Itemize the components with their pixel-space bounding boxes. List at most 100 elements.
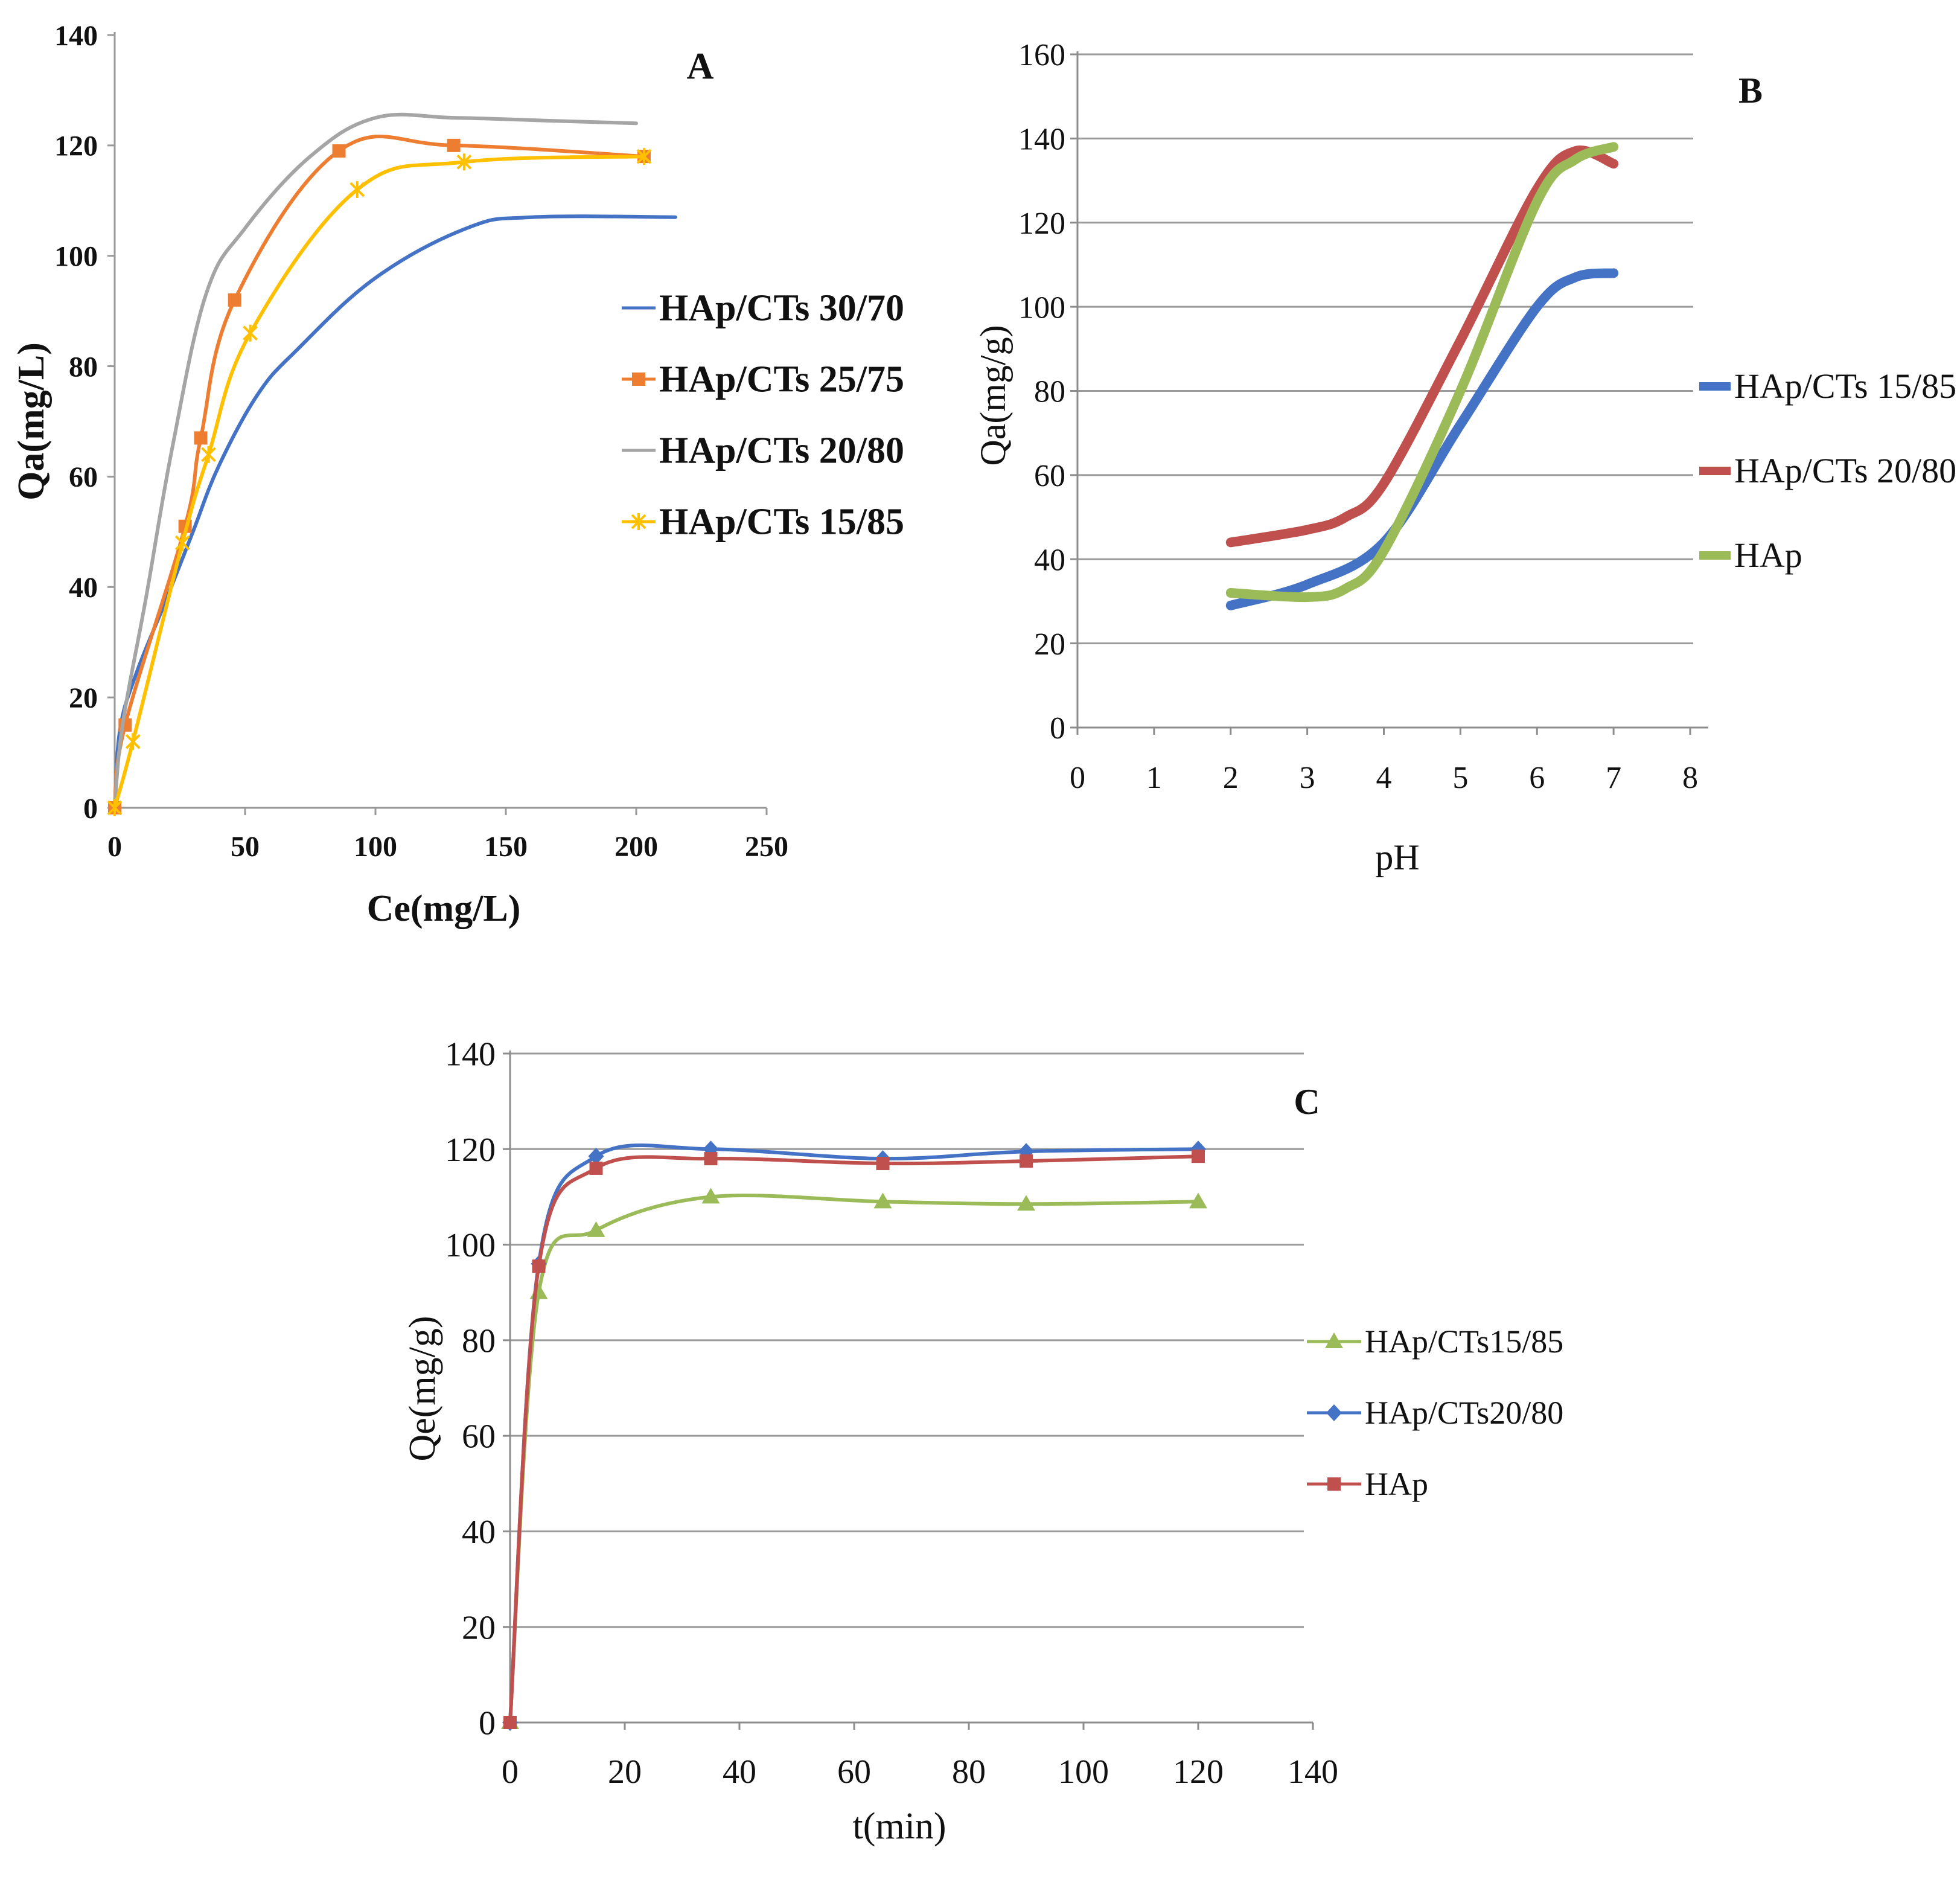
y-tick-label: 40 [462, 1514, 496, 1551]
x-tick-label: 3 [1300, 761, 1315, 795]
panel-label-c: C [1294, 1082, 1320, 1122]
data-point [1017, 1195, 1035, 1211]
y-tick-label: 100 [445, 1227, 496, 1264]
data-point [636, 148, 652, 165]
x-tick-label: 2 [1223, 761, 1239, 795]
data-point [174, 534, 190, 552]
x-tick-label: 150 [484, 831, 528, 863]
y-tick-label: 60 [69, 461, 98, 493]
y-tick-label: 160 [1018, 38, 1065, 72]
x-tick-label: 6 [1529, 761, 1545, 795]
legend-label: HAp/CTs 20/80 [659, 430, 904, 471]
data-point [201, 446, 216, 463]
x-tick-label: 40 [723, 1753, 756, 1791]
series-line [1225, 146, 1619, 548]
x-tick-label: 5 [1452, 761, 1468, 795]
y-tick-label: 80 [462, 1322, 496, 1360]
data-point [125, 733, 141, 750]
data-point [107, 799, 123, 816]
x-axis-label: Ce(mg/L) [367, 888, 521, 929]
data-point [1192, 1150, 1205, 1163]
legend-label: HAp [1734, 536, 1802, 575]
legend-marker [631, 513, 646, 530]
y-tick-label: 140 [445, 1036, 496, 1073]
x-tick-label: 0 [1070, 761, 1085, 795]
data-point [701, 1188, 720, 1204]
legend-label: HAp/CTs 20/80 [1734, 451, 1956, 490]
y-tick-label: 0 [1050, 711, 1065, 746]
x-tick-label: 1 [1146, 761, 1162, 795]
x-tick-label: 250 [745, 831, 788, 863]
x-tick-label: 0 [502, 1753, 519, 1791]
series-c-3 [503, 1150, 1205, 1729]
data-point [1189, 1192, 1207, 1209]
legend-label: HAp/CTs 15/85 [659, 501, 904, 542]
series-a-4 [107, 148, 652, 816]
data-point [1020, 1154, 1033, 1168]
legend-label: HAp/CTs 25/75 [659, 359, 904, 400]
y-tick-label: 20 [69, 682, 98, 714]
data-point [704, 1152, 718, 1166]
series-line [113, 135, 646, 810]
series-b-2 [1225, 146, 1619, 548]
x-axis-label: t(min) [853, 1806, 946, 1847]
data-point [350, 181, 365, 198]
series-line [113, 112, 638, 810]
legend-label: HAp/CTs 30/70 [659, 287, 904, 328]
series-b-1 [1225, 268, 1619, 610]
series-c-1 [501, 1188, 1207, 1729]
y-axis-label: Qa(mg/L) [11, 342, 52, 501]
series-line [1225, 268, 1619, 610]
series-b-3 [1225, 142, 1619, 603]
chart-b: 0 20 40 60 80 100 120 140 160 0 1 2 3 4 5 6 7 8 pH Qa(mg/g)… [973, 38, 1956, 877]
x-tick-label: 80 [952, 1753, 986, 1791]
y-tick-label: 80 [1034, 375, 1065, 409]
y-tick-label: 60 [1034, 459, 1065, 493]
y-tick-label: 120 [445, 1131, 496, 1169]
series-line [508, 1143, 1200, 1724]
data-point [447, 138, 461, 152]
y-tick-label: 20 [1034, 627, 1065, 662]
y-tick-label: 40 [1034, 543, 1065, 577]
data-point [529, 1283, 548, 1299]
data-point [588, 1148, 604, 1165]
y-tick-label: 140 [1018, 123, 1065, 157]
legend-marker [1327, 1477, 1341, 1491]
legend-marker [1325, 1332, 1343, 1348]
y-tick-label: 20 [462, 1609, 496, 1646]
x-tick-label: 100 [1058, 1753, 1109, 1791]
y-tick-label: 120 [1018, 206, 1065, 241]
y-tick-label: 0 [479, 1705, 496, 1742]
x-tick-label: 60 [837, 1753, 871, 1791]
chart-c: 0 20 40 60 80 100 120 140 0 20 40 60 80 100 120 140 t(mi… [402, 1036, 1563, 1847]
x-tick-label: 20 [608, 1753, 642, 1791]
data-point [873, 1192, 892, 1209]
data-point [243, 324, 258, 342]
y-tick-label: 40 [69, 572, 98, 604]
y-tick-label: 100 [1018, 290, 1065, 325]
x-tick-label: 120 [1173, 1753, 1224, 1791]
legend-marker [1326, 1404, 1342, 1421]
data-point [876, 1157, 890, 1171]
x-tick-label: 8 [1682, 761, 1698, 795]
panel-label-a: A [687, 46, 714, 87]
legend-label: HAp/CTs15/85 [1365, 1323, 1563, 1360]
y-tick-label: 60 [462, 1418, 496, 1456]
x-tick-label: 7 [1606, 761, 1621, 795]
series-a-1 [113, 214, 677, 810]
y-tick-label: 140 [54, 20, 98, 52]
x-tick-label: 100 [354, 831, 397, 863]
x-tick-label: 0 [107, 831, 122, 863]
x-tick-label: 140 [1288, 1753, 1338, 1791]
data-point [532, 1259, 546, 1273]
series-line [508, 1194, 1200, 1724]
data-point [587, 1221, 605, 1237]
x-axis-label: pH [1375, 837, 1419, 877]
chart-a: 0 20 40 60 80 100 120 140 0 50 100 150 200 250 Ce(mg/L… [11, 20, 904, 929]
y-tick-label: 80 [69, 351, 98, 383]
legend-label: HAp [1365, 1466, 1428, 1502]
series-line [508, 1154, 1200, 1724]
series-a-2 [108, 135, 651, 814]
